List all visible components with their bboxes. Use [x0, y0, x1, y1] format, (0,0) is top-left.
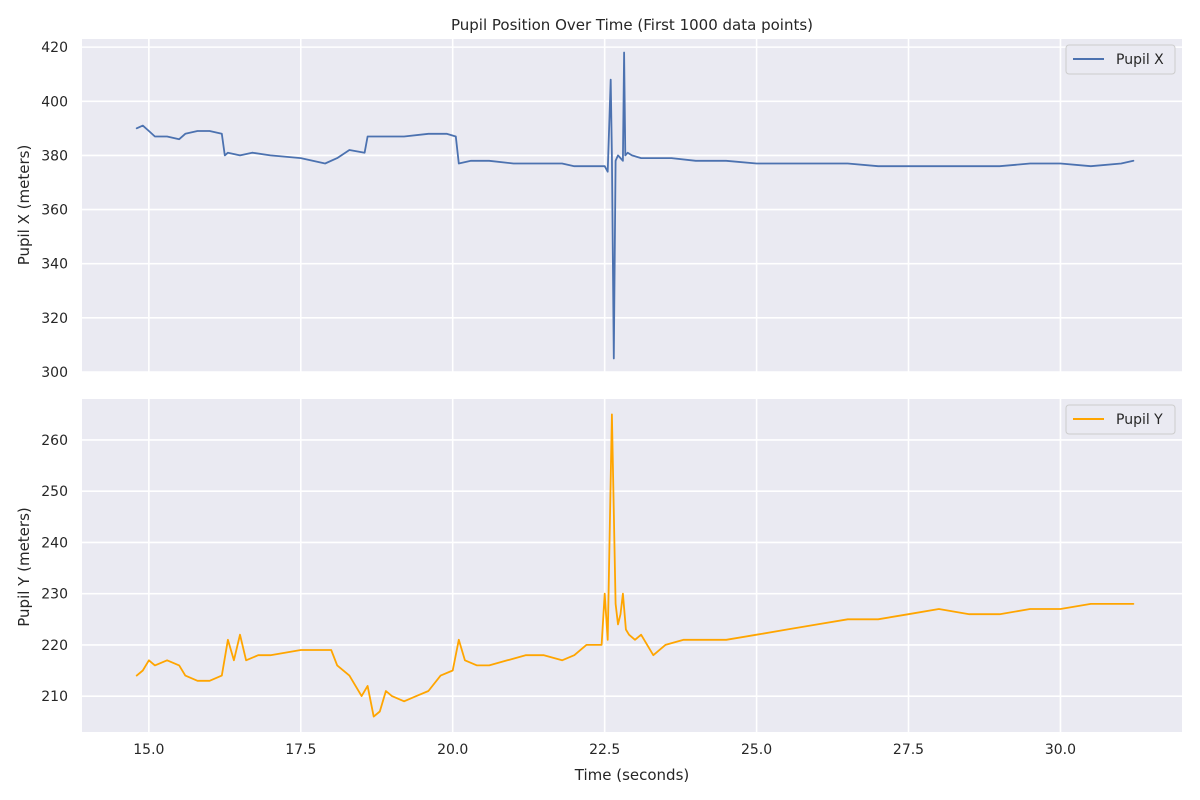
- y-tick-label: 260: [41, 433, 68, 449]
- y-tick-label: 210: [41, 689, 68, 705]
- pupil-y-panel: 210 220 230 240 250 260 Pupil Y (meters) Pupi…: [15, 399, 1182, 732]
- y-tick-label: 230: [41, 587, 68, 603]
- y-tick-label: 360: [41, 203, 68, 219]
- x-tick-label: 25.0: [741, 742, 772, 758]
- x-axis-ticks: 15.0 17.5 20.0 22.5 25.0 27.5 30.0: [133, 742, 1076, 758]
- series-line-pupil-y: [135, 413, 1135, 718]
- pupil-x-axis-label: Pupil X (meters): [15, 145, 33, 266]
- pupil-x-y-ticks: 300 320 340 360 380 400 420: [41, 40, 68, 381]
- y-tick-label: 380: [41, 148, 68, 164]
- x-tick-label: 17.5: [285, 742, 316, 758]
- x-axis-label: Time (seconds): [574, 766, 690, 784]
- pupil-y-grid: [82, 399, 1182, 732]
- x-tick-label: 15.0: [133, 742, 164, 758]
- pupil-x-legend-label: Pupil X: [1116, 52, 1164, 68]
- y-tick-label: 250: [41, 484, 68, 500]
- pupil-x-series-group: [135, 51, 1135, 360]
- x-tick-label: 27.5: [893, 742, 924, 758]
- pupil-x-plot-area: [82, 39, 1182, 372]
- pupil-y-plot-area: [82, 399, 1182, 732]
- chart-title: Pupil Position Over Time (First 1000 dat…: [451, 16, 813, 34]
- x-tick-label: 22.5: [589, 742, 620, 758]
- pupil-y-legend-box: [1065, 404, 1176, 435]
- pupil-y-legend-label: Pupil Y: [1116, 412, 1163, 428]
- y-tick-label: 320: [41, 311, 68, 327]
- y-tick-label: 220: [41, 638, 68, 654]
- y-tick-label: 340: [41, 257, 68, 273]
- y-tick-label: 240: [41, 535, 68, 551]
- y-tick-label: 300: [41, 365, 68, 381]
- y-tick-label: 400: [41, 94, 68, 110]
- series-line-pupil-x: [135, 51, 1135, 360]
- x-tick-label: 30.0: [1045, 742, 1076, 758]
- y-tick-label: 420: [41, 40, 68, 56]
- pupil-y-y-ticks: 210 220 230 240 250 260: [41, 433, 68, 705]
- pupil-y-axis-label: Pupil Y (meters): [15, 507, 33, 626]
- pupil-y-series-group: [135, 413, 1135, 718]
- pupil-x-legend-box: [1065, 44, 1176, 75]
- pupil-x-legend: Pupil X: [1065, 44, 1176, 75]
- x-tick-label: 20.0: [437, 742, 468, 758]
- pupil-y-legend: Pupil Y: [1065, 404, 1176, 435]
- pupil-x-panel: 300 320 340 360 380 400 420 Pupil X (meters) P…: [15, 39, 1182, 381]
